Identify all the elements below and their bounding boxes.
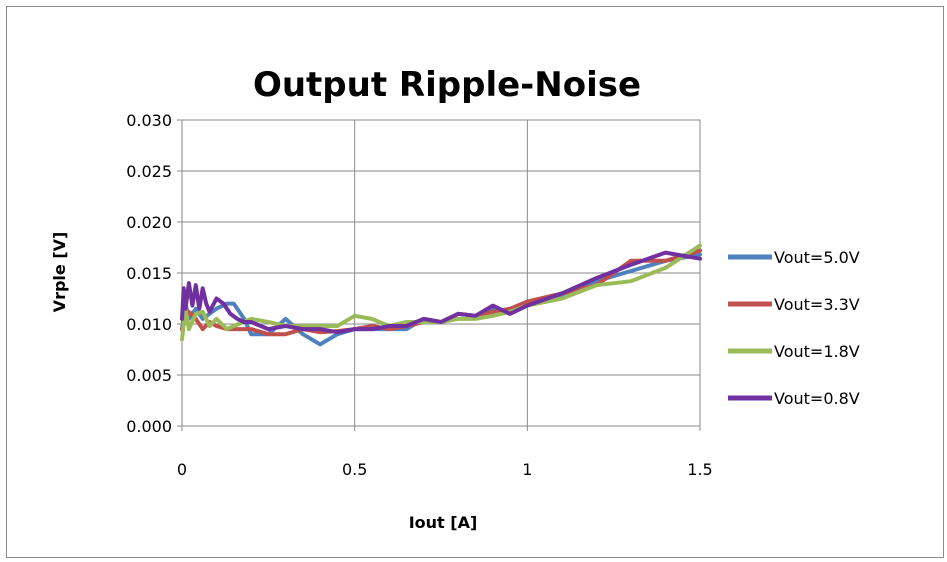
y-tick-label: 0.030 [126, 111, 172, 130]
y-axis-title: Vrple [V] [50, 232, 69, 313]
tick-labels: 0.000 0.005 0.010 0.015 0.020 0.025 0.030 0 0.5 1… [126, 111, 713, 479]
x-tick-label: 1 [522, 460, 532, 479]
y-tick-label: 0.005 [126, 366, 172, 385]
axes [177, 119, 701, 431]
chart-title: Output Ripple-Noise [253, 65, 641, 105]
chart-frame [6, 6, 944, 558]
y-tick-label: 0.015 [126, 264, 172, 283]
x-tick-label: 0 [177, 460, 187, 479]
legend-label-vout-0-8v: Vout=0.8V [774, 389, 860, 408]
y-tick-label: 0.000 [126, 417, 172, 436]
series-line-vout-0-8v [180, 250, 702, 335]
x-tick-label: 0.5 [342, 460, 367, 479]
series-lines [180, 243, 702, 347]
y-tick-label: 0.020 [126, 213, 172, 232]
y-tick-label: 0.025 [126, 162, 172, 181]
x-tick-label: 1.5 [687, 460, 712, 479]
legend-label-vout-3-3v: Vout=3.3V [774, 295, 860, 314]
legend: Vout=5.0V Vout=3.3V Vout=1.8V Vout=0.8V [728, 248, 860, 408]
y-tick-label: 0.010 [126, 315, 172, 334]
legend-label-vout-1-8v: Vout=1.8V [774, 342, 860, 361]
legend-label-vout-5-0v: Vout=5.0V [774, 248, 860, 267]
plot-area-border [181, 119, 701, 427]
x-axis-title: Iout [A] [409, 513, 478, 532]
